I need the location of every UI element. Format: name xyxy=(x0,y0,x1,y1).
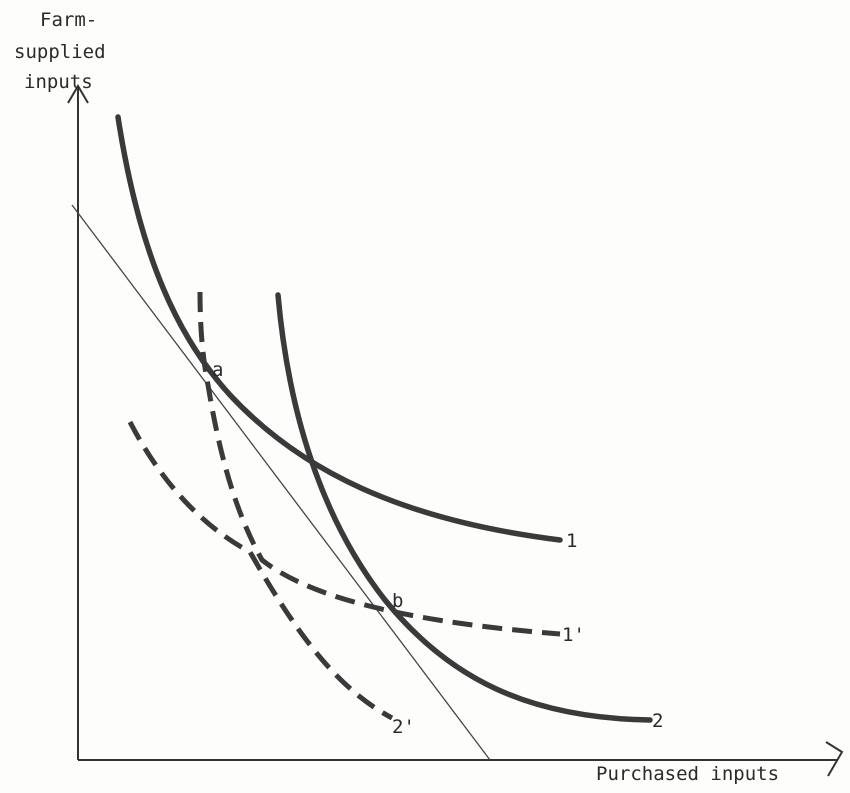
x-axis-label: Purchased inputs xyxy=(596,763,779,785)
isoquant-2 xyxy=(275,292,653,723)
y-axis-label-line-3: inputs xyxy=(24,71,93,93)
curve-1-prime-label: 1' xyxy=(562,624,585,646)
y-axis-label-line-1: Farm- xyxy=(40,9,97,31)
point-b-label: b xyxy=(392,590,403,612)
isoquant-1-prime xyxy=(197,291,561,637)
isoquant-1 xyxy=(115,114,563,543)
axes xyxy=(67,84,844,777)
isoquant-2-prime xyxy=(127,420,394,721)
curve-1-label: 1 xyxy=(566,530,577,552)
price-line xyxy=(71,204,491,761)
curve-2-prime-label: 2' xyxy=(392,716,415,738)
curve-2-label: 2 xyxy=(652,710,663,732)
y-axis-arrow-icon xyxy=(67,84,89,104)
x-axis-arrow-icon xyxy=(825,741,844,777)
y-axis-label-line-2: supplied xyxy=(14,41,106,63)
point-a-label: a xyxy=(212,359,223,381)
